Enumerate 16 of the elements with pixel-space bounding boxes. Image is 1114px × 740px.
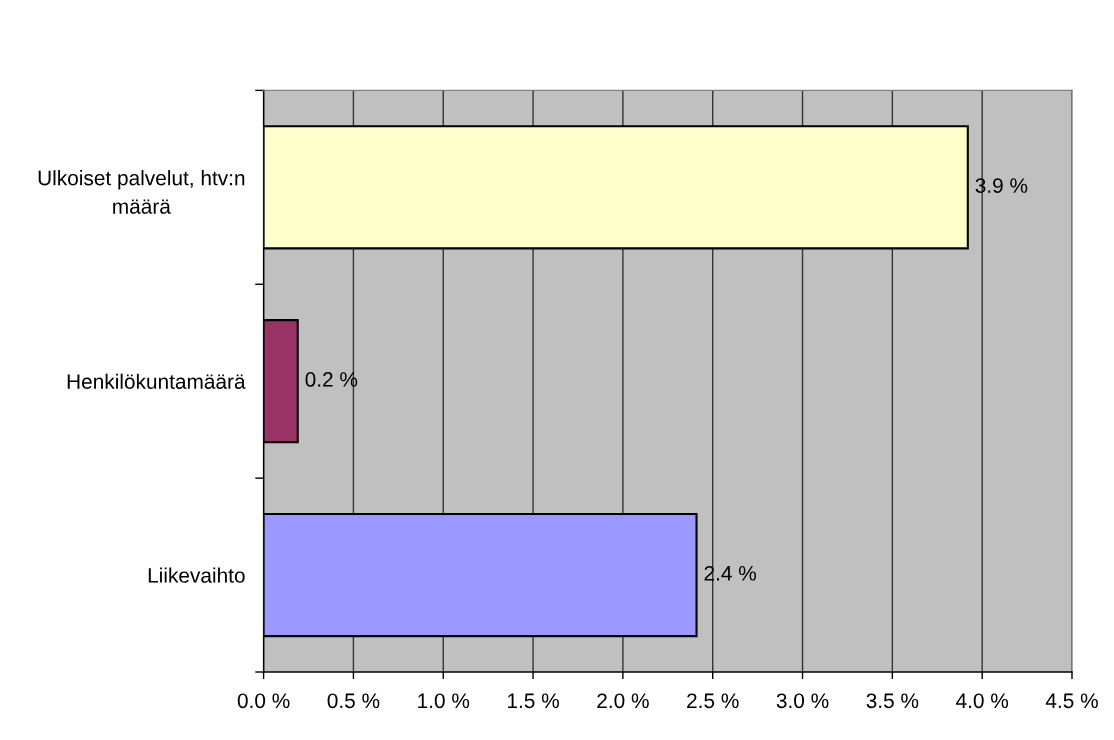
x-tick-label: 2.5 % (687, 693, 739, 709)
x-tick-label: 1.0 % (418, 693, 470, 709)
x-tick-label: 3.0 % (776, 693, 829, 709)
bar (263, 512, 698, 638)
y-tick-label: Henkilökuntamäärä (67, 373, 246, 389)
y-tick-label: Ulkoiset palvelut, htv:n määrä (38, 170, 245, 214)
y-tick-label: Liikevaihto (148, 567, 245, 583)
x-tick-label: 1.5 % (508, 693, 559, 709)
x-tick-label: 4.5 % (1045, 693, 1098, 709)
bar (263, 125, 969, 250)
x-tick-label: 0.0 % (237, 693, 290, 709)
bar (263, 319, 299, 444)
x-tick-label: 4.0 % (956, 693, 1009, 709)
x-tick-label: 2.0 % (597, 693, 649, 709)
x-tick-label: 3.5 % (866, 693, 919, 709)
x-tick-label: 0.5 % (327, 693, 380, 709)
